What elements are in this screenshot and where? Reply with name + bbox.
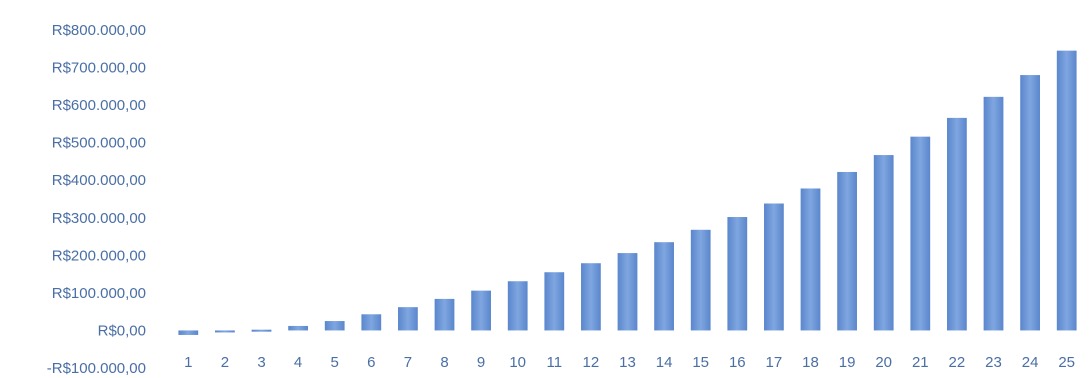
- bar: [617, 253, 638, 331]
- bar: [398, 307, 418, 331]
- bar: [1020, 75, 1040, 331]
- bar: [910, 136, 931, 331]
- bar: [215, 330, 235, 333]
- x-tick-label: 24: [1022, 354, 1039, 371]
- y-axis-tick-labels: R$800.000,00 R$700.000,00 R$600.000,00 R$50…: [47, 22, 146, 377]
- bar: [581, 263, 601, 331]
- x-tick-label: 3: [257, 354, 265, 371]
- x-axis-tick-labels: 1 2 3 4 5 6 7 8 9 10 11 12 13 14 15 16 17 18 19 20 21 22 23 24 2…: [184, 354, 1075, 371]
- x-tick-label: 20: [875, 354, 892, 371]
- x-tick-label: 22: [949, 354, 966, 371]
- bar: [507, 281, 528, 331]
- bar: [288, 325, 308, 331]
- x-tick-label: 12: [583, 354, 600, 371]
- bar: [983, 96, 1004, 331]
- bar: [947, 117, 967, 331]
- bar: [727, 217, 748, 331]
- x-tick-label: 9: [477, 354, 485, 371]
- x-tick-label: 7: [404, 354, 412, 371]
- bar: [324, 321, 345, 331]
- x-tick-label: 1: [184, 354, 192, 371]
- x-tick-label: 2: [221, 354, 229, 371]
- y-tick-label: R$0,00: [98, 322, 146, 339]
- x-tick-label: 11: [547, 354, 563, 371]
- y-tick-label: R$600.000,00: [52, 97, 146, 114]
- bars: [178, 50, 1077, 335]
- x-tick-label: 10: [509, 354, 526, 371]
- x-tick-label: 14: [656, 354, 673, 371]
- y-tick-label: R$500.000,00: [52, 135, 146, 152]
- bar: [434, 298, 455, 331]
- bar: [361, 314, 382, 331]
- bar: [690, 229, 711, 331]
- y-tick-label: R$100.000,00: [52, 285, 146, 302]
- x-tick-label: 8: [440, 354, 448, 371]
- y-tick-label: R$700.000,00: [52, 60, 146, 77]
- y-tick-label: R$800.000,00: [52, 22, 146, 39]
- y-tick-label: -R$100.000,00: [47, 360, 146, 377]
- x-tick-label: 5: [331, 354, 339, 371]
- x-tick-label: 4: [294, 354, 302, 371]
- x-tick-label: 23: [985, 354, 1002, 371]
- bar: [654, 242, 674, 331]
- x-tick-label: 25: [1058, 354, 1075, 371]
- bar: [251, 329, 272, 332]
- y-tick-label: R$300.000,00: [52, 210, 146, 227]
- bar: [873, 155, 894, 331]
- x-tick-label: 21: [912, 354, 929, 371]
- x-tick-label: 13: [619, 354, 636, 371]
- x-tick-label: 16: [729, 354, 746, 371]
- bar: [764, 203, 784, 331]
- bar: [1056, 50, 1077, 331]
- bar: [837, 171, 857, 331]
- bar: [544, 272, 565, 331]
- x-tick-label: 18: [802, 354, 819, 371]
- y-tick-label: R$200.000,00: [52, 247, 146, 264]
- x-tick-label: 6: [367, 354, 375, 371]
- x-tick-label: 15: [692, 354, 709, 371]
- x-tick-label: 17: [766, 354, 783, 371]
- y-tick-label: R$400.000,00: [52, 172, 146, 189]
- bar: [800, 188, 821, 331]
- x-tick-label: 19: [839, 354, 856, 371]
- bar: [471, 290, 491, 331]
- bar: [178, 330, 199, 335]
